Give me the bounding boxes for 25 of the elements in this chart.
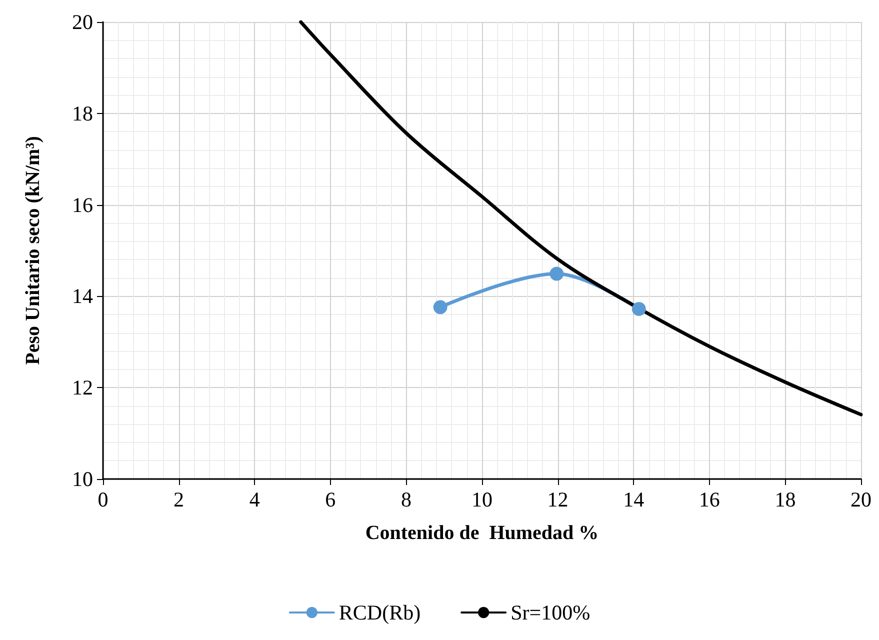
y-tick-label: 18 bbox=[72, 101, 93, 126]
y-tick-label: 16 bbox=[72, 192, 93, 217]
x-tick-label: 4 bbox=[249, 488, 260, 512]
line-series bbox=[299, 20, 863, 416]
x-tick-label: 8 bbox=[400, 488, 412, 512]
x-tick-label: 16 bbox=[698, 488, 720, 512]
x-tick-label: 0 bbox=[98, 488, 108, 512]
x-tick-label: 14 bbox=[623, 488, 645, 512]
x-tick-label: 2 bbox=[174, 488, 184, 512]
legend-label: RCD(Rb) bbox=[338, 600, 421, 624]
y-tick-label: 10 bbox=[72, 467, 93, 491]
x-tick-label: 10 bbox=[472, 488, 492, 512]
x-axis-title: Contenido de Humedad % bbox=[365, 522, 599, 544]
y-axis-title: Peso Unitario seco (kN/m³) bbox=[22, 136, 44, 365]
y-tick-label: 12 bbox=[72, 376, 93, 400]
x-tick-label: 6 bbox=[325, 488, 336, 512]
y-tick-label: 20 bbox=[72, 10, 93, 34]
x-tick-label: 18 bbox=[774, 488, 796, 512]
point bbox=[632, 302, 646, 316]
legend-label: Sr=100% bbox=[510, 600, 590, 624]
point bbox=[550, 266, 564, 281]
x-tick-label: 12 bbox=[547, 488, 568, 512]
point bbox=[433, 300, 448, 314]
y-tick-label: 14 bbox=[72, 284, 94, 308]
x-tick-label: 20 bbox=[850, 488, 872, 512]
